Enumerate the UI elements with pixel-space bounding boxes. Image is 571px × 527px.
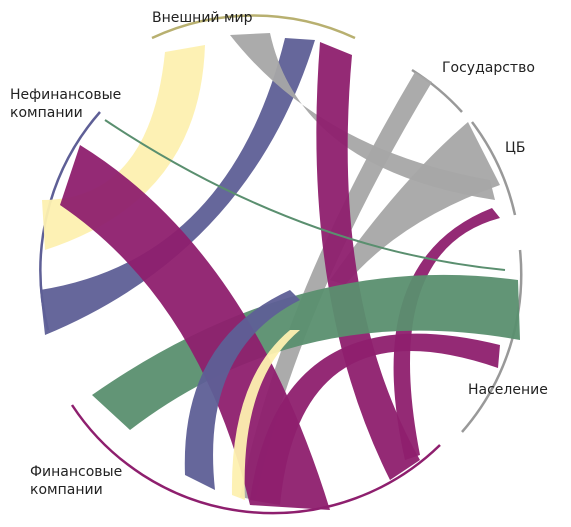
ribbon	[60, 145, 330, 510]
ribbon	[330, 122, 500, 285]
node-label: ЦБ	[505, 140, 525, 156]
ribbons	[40, 33, 520, 510]
ribbon	[184, 290, 300, 490]
arc-government	[411, 68, 463, 113]
label-line: Финансовые	[30, 464, 122, 480]
labels: Внешний мир Государство ЦБ Население Фин…	[10, 10, 548, 498]
node-label: Государство	[442, 60, 535, 76]
ribbon	[250, 333, 500, 505]
arc-cb	[471, 121, 517, 216]
ribbon	[316, 42, 420, 480]
node-label: Финансовые компании	[30, 464, 122, 498]
ribbon	[393, 208, 500, 460]
node-label: Население	[468, 382, 548, 398]
ribbon-thin	[104, 119, 506, 271]
node-label: Нефинансовые компании	[10, 87, 121, 121]
label-line: компании	[10, 105, 83, 121]
ribbon	[231, 330, 300, 500]
arc-households	[461, 249, 523, 433]
ribbon	[92, 274, 520, 430]
label-line: компании	[30, 482, 103, 498]
ribbon	[40, 38, 315, 335]
label-line: Нефинансовые	[10, 87, 121, 103]
node-label: Внешний мир	[152, 10, 253, 26]
arc-financial	[70, 404, 441, 515]
arc-external	[151, 14, 356, 40]
